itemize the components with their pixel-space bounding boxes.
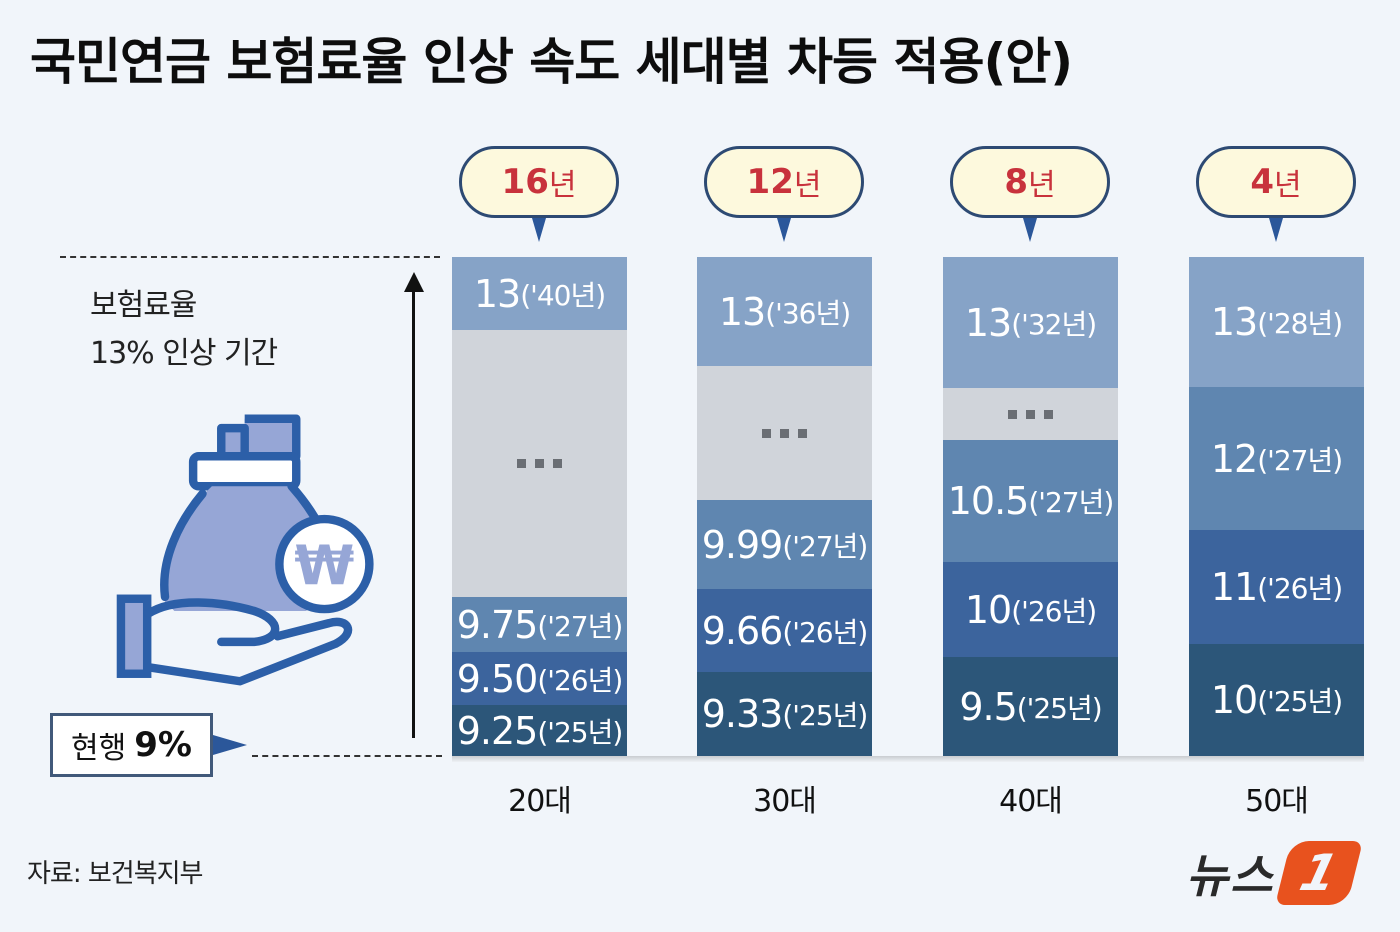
bubble-pointer	[1023, 218, 1037, 242]
segment-target: 13 ('28년)	[1189, 257, 1364, 387]
segment-year: ('27년)	[1028, 486, 1114, 519]
x-label-50s: 50대	[1245, 784, 1309, 819]
segment-year: ('25년)	[1016, 691, 1103, 725]
period-number: 8	[1004, 162, 1029, 202]
current-rate-label: 현행	[71, 731, 127, 766]
x-label-30s: 30대	[753, 784, 817, 819]
segment-ellipsis	[697, 366, 872, 500]
segment-target: 13 ('40년)	[452, 257, 627, 330]
period-number: 16	[501, 162, 549, 202]
svg-text:₩: ₩	[294, 534, 354, 597]
segment-value: 13	[964, 300, 1012, 345]
segment-target: 13 ('32년)	[943, 257, 1118, 388]
bar-50s: 13 ('28년) 12 ('27년) 11 ('26년) 10 ('25년)	[1189, 257, 1364, 756]
segment-2027: 9.75 ('27년)	[452, 597, 627, 652]
axis-label-line2: 13% 인상 기간	[90, 336, 278, 371]
segment-value: 11	[1210, 565, 1258, 609]
segment-value: 9.33	[701, 692, 784, 736]
segment-year: ('36년)	[765, 296, 851, 330]
segment-value: 9.99	[701, 522, 784, 567]
segment-2026: 9.66 ('26년)	[697, 589, 872, 672]
period-number: 4	[1250, 162, 1275, 202]
segment-year: ('40년)	[520, 278, 606, 312]
segment-year: ('28년)	[1257, 307, 1343, 340]
period-bubble-20s: 16 년	[459, 146, 619, 218]
period-number: 12	[746, 162, 794, 202]
current-rate-box: 현행 9%	[50, 713, 213, 777]
segment-year: ('27년)	[537, 609, 623, 643]
period-bubble-30s: 12 년	[704, 146, 864, 218]
page-title: 국민연금 보험료율 인상 속도 세대별 차등 적용(안)	[30, 33, 1073, 91]
x-label-40s: 40대	[999, 784, 1063, 819]
segment-year: ('27년)	[782, 529, 868, 563]
money-bag-hand-won-icon: ₩	[116, 414, 374, 686]
segment-2026: 9.50 ('26년)	[452, 652, 627, 705]
axis-label: 보험료율 13% 인상 기간	[90, 282, 278, 378]
segment-2026: 11 ('26년)	[1189, 530, 1364, 644]
segment-year: ('25년)	[782, 699, 868, 732]
current-rate-value: 9%	[134, 725, 192, 765]
logo-text: 뉴스	[1186, 849, 1275, 903]
logo-badge-icon: 1	[1274, 841, 1363, 905]
segment-value: 12	[1210, 436, 1258, 481]
target-dashed-line	[60, 256, 440, 258]
segment-2026: 10 ('26년)	[943, 562, 1118, 657]
bubble-pointer	[1269, 218, 1283, 242]
segment-year: ('25년)	[1257, 685, 1343, 718]
ellipsis-icon	[762, 428, 807, 438]
segment-value: 10	[1210, 678, 1258, 722]
segment-value: 10.5	[947, 479, 1030, 523]
segment-year: ('26년)	[537, 663, 623, 697]
segment-2025: 9.33 ('25년)	[697, 672, 872, 756]
bar-20s: 13 ('40년) 9.75 ('27년) 9.50 ('26년) 9.25 ('25년…	[452, 257, 627, 756]
bar-40s: 13 ('32년) 10.5 ('27년) 10 ('26년) 9.5 ('25년)	[943, 257, 1118, 756]
segment-value: 9.66	[701, 608, 784, 653]
bubble-pointer	[532, 218, 546, 242]
x-label-20s: 20대	[508, 784, 572, 819]
segment-2027: 9.99 ('27년)	[697, 500, 872, 589]
period-unit: 년	[1274, 168, 1302, 203]
segment-value: 9.50	[456, 656, 539, 701]
segment-year: ('25년)	[537, 715, 623, 749]
segment-value: 13	[1210, 300, 1258, 344]
axis-label-line1: 보험료율	[90, 288, 197, 323]
segment-2025: 10 ('25년)	[1189, 644, 1364, 756]
segment-2027: 10.5 ('27년)	[943, 440, 1118, 562]
segment-2025: 9.5 ('25년)	[943, 657, 1118, 756]
arrow-shaft	[412, 290, 415, 738]
segment-year: ('26년)	[1011, 594, 1097, 628]
ellipsis-icon	[1008, 409, 1053, 419]
arrow-up-icon	[404, 272, 424, 292]
segment-2025: 9.25 ('25년)	[452, 705, 627, 756]
segment-value: 9.25	[456, 708, 539, 753]
segment-value: 10	[964, 587, 1012, 632]
period-unit: 년	[793, 168, 822, 203]
segment-target: 13 ('36년)	[697, 257, 872, 366]
baseline-dashed-line	[252, 755, 442, 757]
segment-ellipsis	[452, 330, 627, 597]
segment-year: ('27년)	[1257, 443, 1343, 477]
bar-30s: 13 ('36년) 9.99 ('27년) 9.66 ('26년) 9.33 ('25년…	[697, 257, 872, 756]
segment-value: 9.5	[959, 684, 1017, 729]
segment-ellipsis	[943, 388, 1118, 440]
source-credit: 자료: 보건복지부	[27, 859, 203, 889]
bubble-pointer	[777, 218, 791, 242]
period-unit: 년	[548, 168, 577, 203]
news1-logo: 뉴스 1	[1186, 840, 1363, 906]
current-rate-pointer	[213, 735, 247, 755]
segment-year: ('26년)	[1257, 572, 1343, 605]
segment-value: 13	[718, 289, 766, 334]
chart-floor	[452, 756, 1364, 762]
ellipsis-icon	[517, 459, 562, 468]
segment-year: ('26년)	[782, 615, 868, 649]
segment-value: 13	[473, 271, 521, 316]
segment-year: ('32년)	[1011, 307, 1097, 341]
period-unit: 년	[1028, 168, 1056, 203]
segment-value: 9.75	[456, 602, 539, 647]
segment-2027: 12 ('27년)	[1189, 387, 1364, 530]
